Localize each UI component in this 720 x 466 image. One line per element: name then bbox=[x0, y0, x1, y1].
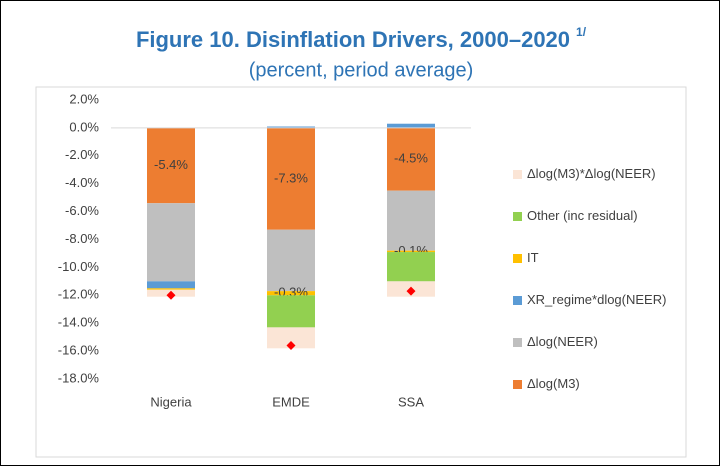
legend-label: XR_regime*dlog(NEER) bbox=[527, 292, 667, 307]
data-label: -4.5% bbox=[394, 151, 428, 166]
y-tick-label: -16.0% bbox=[58, 343, 100, 358]
bar-segment bbox=[387, 123, 435, 128]
x-tick-label: Nigeria bbox=[150, 394, 192, 409]
bar-segment bbox=[147, 127, 195, 204]
y-tick-label: -8.0% bbox=[65, 231, 99, 246]
title-text: Figure 10. Disinflation Drivers, 2000–20… bbox=[136, 27, 570, 52]
bar-segment bbox=[267, 229, 315, 292]
legend-swatch bbox=[513, 170, 522, 179]
y-tick-label: -18.0% bbox=[58, 370, 100, 385]
legend-label: Other (inc residual) bbox=[527, 208, 638, 223]
y-tick-label: -10.0% bbox=[58, 259, 100, 274]
chart-subtitle: (percent, period average) bbox=[249, 59, 474, 81]
bar-segment bbox=[267, 291, 315, 296]
bar-segment bbox=[387, 190, 435, 251]
bar-segment bbox=[387, 250, 435, 253]
chart-title: Figure 10. Disinflation Drivers, 2000–20… bbox=[136, 25, 587, 52]
total-marker bbox=[166, 290, 176, 300]
legend-swatch bbox=[513, 254, 522, 263]
legend-swatch bbox=[513, 212, 522, 221]
y-tick-label: -14.0% bbox=[58, 315, 100, 330]
x-tick-label: EMDE bbox=[272, 394, 310, 409]
legend-label: Δlog(M3)*Δlog(NEER) bbox=[527, 166, 656, 181]
legend-item: XR_regime*dlog(NEER) bbox=[513, 292, 693, 334]
bar-segment bbox=[267, 327, 315, 349]
data-label: -7.3% bbox=[274, 170, 308, 185]
chart-frame bbox=[35, 86, 687, 458]
legend-item: IT bbox=[513, 250, 693, 292]
legend-label: Δlog(M3) bbox=[527, 376, 580, 391]
bar-segment bbox=[267, 295, 315, 328]
legend-swatch bbox=[513, 338, 522, 347]
legend-item: Δlog(M3) bbox=[513, 376, 693, 418]
y-tick-label: -2.0% bbox=[65, 147, 99, 162]
legend-item: Other (inc residual) bbox=[513, 208, 693, 250]
y-tick-label: -4.0% bbox=[65, 175, 99, 190]
legend: Δlog(M3)*Δlog(NEER) Other (inc residual) I… bbox=[513, 166, 693, 418]
bar-segment bbox=[147, 281, 195, 289]
total-marker bbox=[286, 341, 296, 351]
title-note: 1/ bbox=[576, 25, 587, 39]
bar-segment bbox=[267, 126, 315, 128]
bar-segment bbox=[147, 288, 195, 290]
bar-segment bbox=[387, 252, 435, 282]
legend-item: Δlog(NEER) bbox=[513, 334, 693, 376]
legend-label: IT bbox=[527, 250, 539, 265]
y-tick-label: 2.0% bbox=[69, 91, 99, 106]
bar-segment bbox=[147, 203, 195, 282]
y-tick-label: 0.0% bbox=[69, 119, 99, 134]
legend-swatch bbox=[513, 296, 522, 305]
bar-segment bbox=[387, 127, 435, 191]
legend-swatch bbox=[513, 380, 522, 389]
legend-label: Δlog(NEER) bbox=[527, 334, 598, 349]
x-tick-label: SSA bbox=[398, 394, 424, 409]
y-tick-label: -12.0% bbox=[58, 287, 100, 302]
total-marker bbox=[406, 286, 416, 296]
data-label: -5.4% bbox=[154, 157, 188, 172]
y-tick-label: -6.0% bbox=[65, 203, 99, 218]
bar-segment bbox=[267, 127, 315, 230]
legend-item: Δlog(M3)*Δlog(NEER) bbox=[513, 166, 693, 208]
